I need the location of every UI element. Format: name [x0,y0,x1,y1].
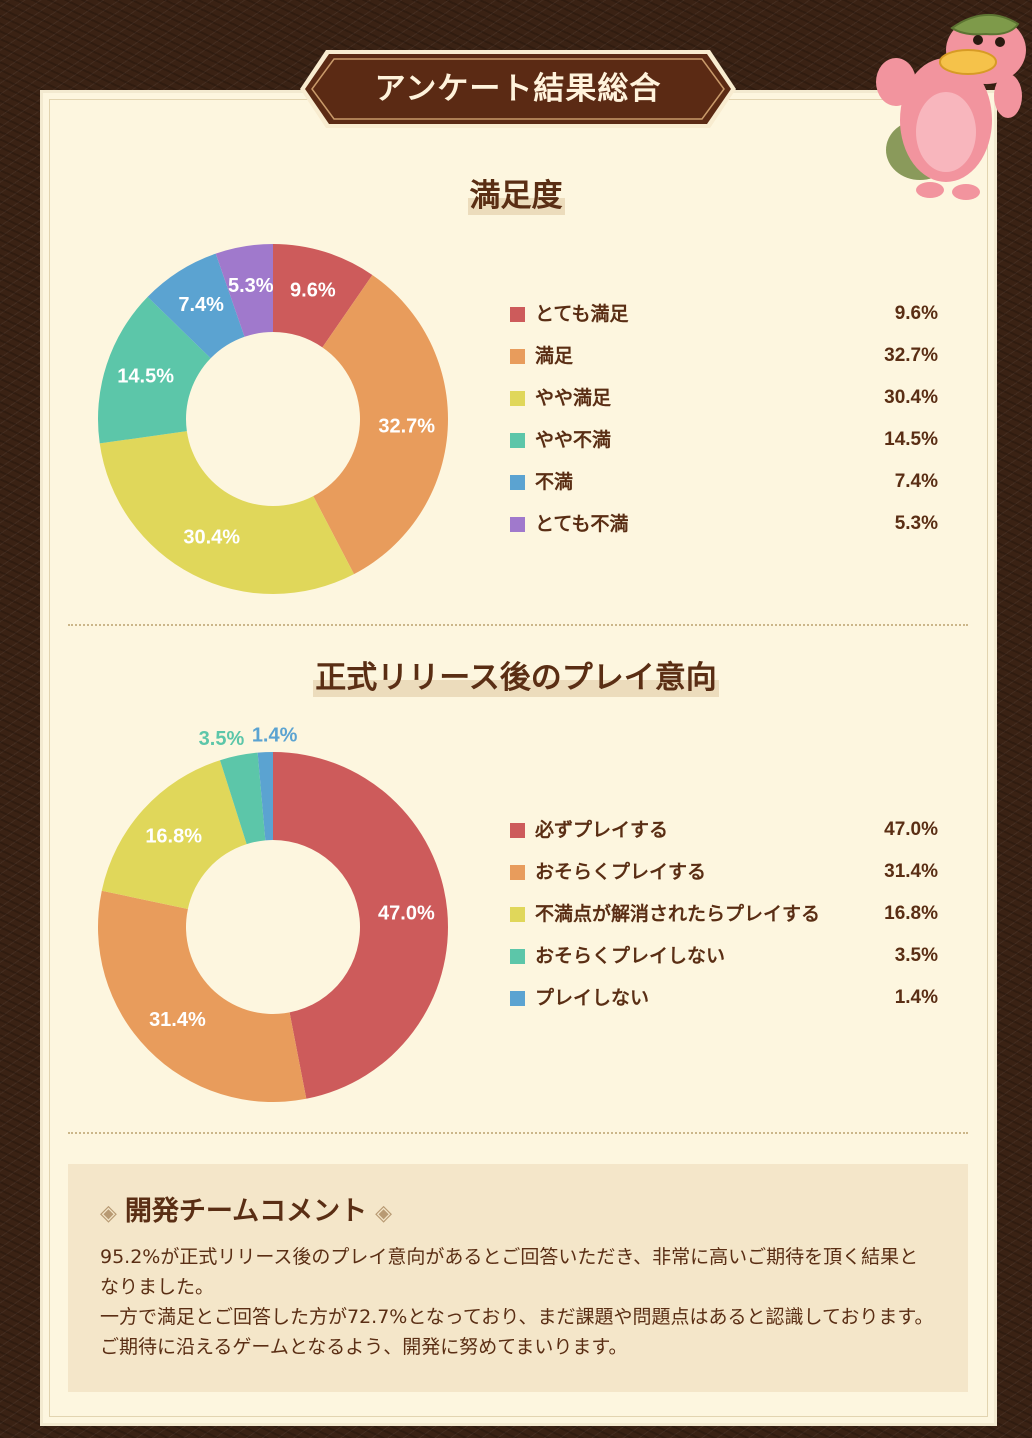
legend-value: 31.4% [884,861,938,882]
legend-item: 不満点が解消されたらプレイする 16.8% [510,899,940,941]
legend-item: おそらくプレイする 31.4% [510,857,940,899]
legend-swatch [510,949,525,964]
legend-value: 47.0% [884,819,938,840]
slice-value-label: 9.6% [290,279,336,301]
donut-slice [98,296,211,444]
donut-slice [99,431,354,594]
slice-value-label: 7.4% [178,294,224,316]
comment-paragraph-2: 一方で満足とご回答した方が72.7%となっており、まだ課題や問題点はあると認識し… [100,1306,934,1358]
diamond-ornament-icon: ◈ [375,1201,393,1226]
legend-value: 32.7% [884,345,938,366]
page-title: アンケート結果総合 [374,71,662,107]
slice-value-label: 47.0% [378,902,435,924]
donut-slice [101,760,247,909]
slice-value-label: 3.5% [199,728,245,750]
legend-label: とても不満 [535,513,629,535]
legend-swatch [510,349,525,364]
comment-header: ◈ 開発チームコメント ◈ [100,1192,936,1232]
legend-label: プレイしない [535,987,650,1009]
slice-value-label: 31.4% [149,1009,206,1031]
legend-label: 不満 [535,471,574,493]
legend-item: やや満足 30.4% [510,383,940,425]
legend-item: とても満足 9.6% [510,299,940,341]
legend-item: やや不満 14.5% [510,425,940,467]
title-banner: アンケート結果総合 [298,48,738,130]
legend-item: 満足 32.7% [510,341,940,383]
play-intention-legend: 必ずプレイする 47.0% おそらくプレイする 31.4% 不満点が解消されたらプレイす… [510,815,940,1025]
donut-slice [273,244,373,348]
legend-value: 1.4% [894,987,938,1008]
slice-value-label: 5.3% [228,275,274,297]
legend-label: おそらくプレイしない [535,945,726,967]
legend-swatch [510,475,525,490]
legend-swatch [510,391,525,406]
donut-slice [220,752,266,845]
title-banner-frame [300,50,736,128]
slice-value-label: 1.4% [252,724,298,746]
legend-item: プレイしない 1.4% [510,983,940,1025]
dev-team-comment-box: ◈ 開発チームコメント ◈ 95.2%が正式リリース後のプレイ意向があるとご回答いた… [68,1164,968,1392]
comment-title: 開発チームコメント [124,1196,368,1227]
legend-swatch [510,865,525,880]
comment-body: 95.2%が正式リリース後のプレイ意向があるとご回答いただき、非常に高いご期待を… [100,1242,936,1362]
legend-value: 16.8% [884,903,938,924]
legend-value: 7.4% [894,471,938,492]
legend-value: 30.4% [884,387,938,408]
satisfaction-title-text: 満足度 [467,170,565,215]
play-intention-title: 正式リリース後のプレイ意向 [0,652,1032,697]
slice-value-label: 16.8% [145,825,202,847]
legend-label: 必ずプレイする [535,819,669,841]
diamond-ornament-icon: ◈ [100,1201,117,1226]
donut-slice [273,752,448,1099]
play-intention-donut-chart: 47.0% 31.4% 16.8% 3.5% 1.4% [97,724,448,1102]
satisfaction-donut-chart: 9.6% 32.7% 30.4% 14.5% 7.4%5.3% [98,244,448,594]
legend-item: とても不満 5.3% [510,509,940,551]
legend-value: 3.5% [894,945,938,966]
legend-item: 不満 7.4% [510,467,940,509]
legend-swatch [510,991,525,1006]
legend-item: 必ずプレイする 47.0% [510,815,940,857]
satisfaction-title: 満足度 [0,170,1032,215]
slice-value-label: 14.5% [117,366,174,388]
legend-label: 満足 [535,345,574,367]
legend-label: やや満足 [535,387,612,409]
play-intention-title-text: 正式リリース後のプレイ意向 [313,652,719,697]
slice-value-label: 32.7% [378,415,435,437]
pink-platypus-mascot-icon [860,0,1032,200]
donut-slice [215,244,273,337]
comment-paragraph-1: 95.2%が正式リリース後のプレイ意向があるとご回答いただき、非常に高いご期待を… [100,1246,919,1298]
satisfaction-legend: とても満足 9.6% 満足 32.7% やや満足 30.4% やや不満 14.5% 不満 7.4%… [510,299,940,551]
donut-slice [313,274,448,575]
legend-value: 5.3% [894,513,938,534]
legend-swatch [510,823,525,838]
legend-swatch [510,517,525,532]
donut-slice [147,253,245,359]
legend-swatch [510,907,525,922]
legend-swatch [510,307,525,322]
legend-label: とても満足 [535,303,629,325]
legend-label: やや不満 [535,429,612,451]
donut-slice [97,890,307,1102]
legend-value: 14.5% [884,429,938,450]
legend-item: おそらくプレイしない 3.5% [510,941,940,983]
legend-value: 9.6% [894,303,938,324]
section-divider-1 [68,624,968,626]
section-divider-2 [68,1132,968,1134]
legend-label: おそらくプレイする [535,861,707,883]
donut-slice [257,752,273,841]
slice-value-label: 30.4% [183,526,240,548]
legend-swatch [510,433,525,448]
legend-label: 不満点が解消されたらプレイする [535,903,821,925]
